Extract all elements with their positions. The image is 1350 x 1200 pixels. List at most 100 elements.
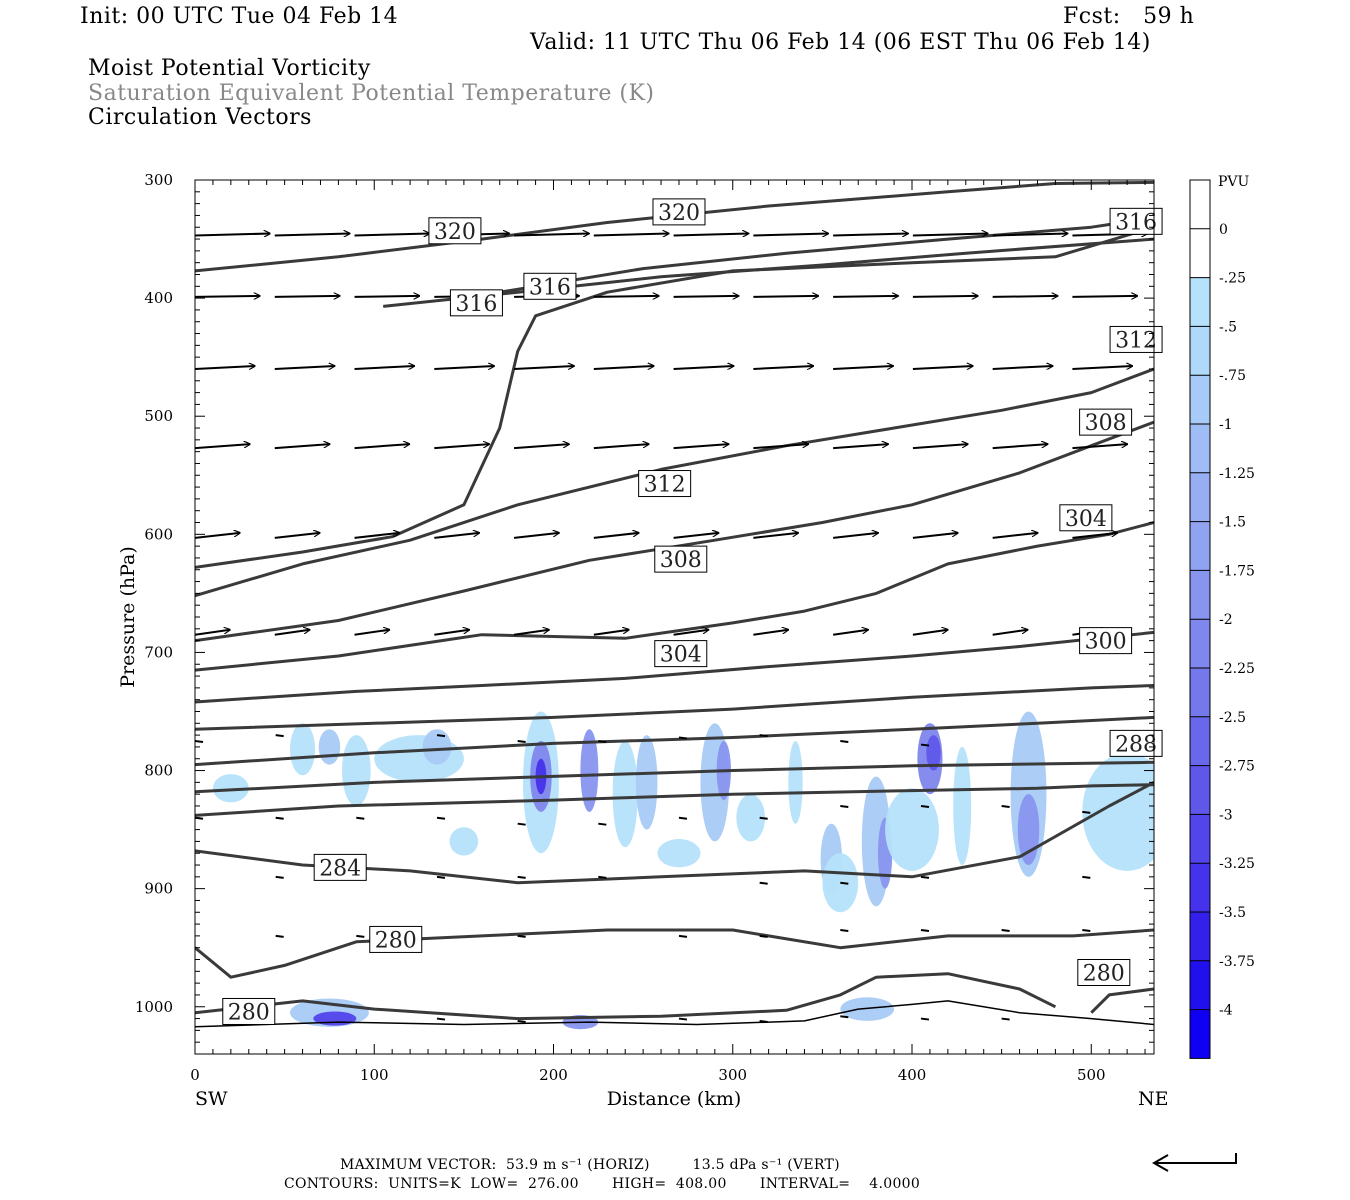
circulation-vector — [833, 533, 878, 539]
x-tick-label: 400 — [898, 1066, 927, 1084]
colorbar-swatch — [1190, 619, 1210, 668]
circulation-vector-small — [678, 1017, 688, 1021]
circulation-vector — [992, 296, 1058, 297]
circulation-vector — [833, 444, 888, 450]
contour-label: 280 — [1083, 962, 1125, 987]
theta-es-contour — [195, 367, 1154, 598]
circulation-vector — [753, 630, 788, 636]
contour-label: 316 — [455, 292, 497, 317]
colorbar-swatch — [1190, 277, 1210, 327]
reference-vector-arrow — [1151, 1153, 1237, 1172]
circulation-vector-small — [1082, 810, 1091, 814]
colorbar-swatch — [1190, 716, 1210, 766]
colorbar-label: -.75 — [1219, 368, 1246, 384]
circulation-vector-small — [759, 816, 768, 820]
colorbar: 0 -.25 -.5 -.75 -1 -1.25 -1.5 -1.75 -2 -2.25 -2.5 -… — [1189, 179, 1255, 1059]
contour-label-box — [1079, 408, 1133, 436]
circulation-vector — [753, 296, 818, 297]
contour-label: 304 — [1065, 507, 1107, 532]
circulation-vector — [673, 234, 749, 236]
circulation-vector-small — [920, 804, 930, 808]
colorbar-swatch — [1190, 472, 1210, 522]
pv-blob — [449, 827, 479, 856]
circulation-vector — [274, 533, 320, 539]
colorbar-swatch — [1190, 424, 1210, 473]
y-tick-label: 400 — [144, 289, 173, 307]
circulation-vector-small — [517, 740, 526, 744]
circulation-vector-small — [436, 816, 446, 820]
circulation-vector-small — [275, 875, 284, 879]
contour-label-box — [1109, 207, 1163, 235]
circulation-vector-small — [275, 934, 284, 938]
colorbar-label: -1.5 — [1219, 515, 1246, 531]
circulation-vector — [593, 366, 654, 370]
pv-blob — [341, 735, 371, 806]
circulation-vector-small — [920, 928, 930, 932]
circulation-vector — [912, 296, 978, 297]
colorbar-swatch — [1190, 668, 1210, 717]
circulation-vector — [673, 533, 719, 539]
contour-label: 288 — [1115, 732, 1157, 757]
colorbar-swatch — [1190, 765, 1210, 815]
colorbar-label: -2.5 — [1219, 710, 1246, 726]
colorbar-swatch — [1190, 912, 1210, 961]
contour-label: 300 — [1085, 630, 1127, 655]
circulation-vector — [833, 296, 898, 297]
x-tick-label: 0 — [190, 1066, 200, 1084]
circulation-vector — [195, 366, 255, 370]
contour-label: 284 — [319, 856, 361, 881]
contour-label-box — [449, 289, 503, 317]
y-axis-label: Pressure (hPa) — [117, 546, 139, 688]
axis-tick-labels: 0 100 200 300 400 500 300 400 500 600 700 800 900 100… — [135, 171, 1106, 1084]
contour-label-box — [654, 545, 708, 573]
theta-es-contour — [195, 684, 1154, 731]
contour-label: 308 — [660, 548, 702, 573]
circulation-vector-small — [678, 934, 688, 938]
circulation-vector-small — [1001, 1017, 1010, 1021]
circulation-vector-small — [356, 816, 365, 820]
circulation-vector-small — [1082, 875, 1091, 879]
contour-label-box — [1059, 504, 1113, 532]
circulation-vector-small — [678, 736, 688, 740]
circulation-vector — [593, 234, 669, 236]
circulation-vector — [195, 296, 260, 297]
y-tick-label: 300 — [144, 171, 173, 189]
colorbar-label: -2.75 — [1219, 759, 1255, 775]
circulation-vector-small — [275, 816, 284, 820]
colorbar-label: -.25 — [1219, 271, 1246, 287]
theta-es-contour — [499, 216, 1154, 294]
circulation-vector — [274, 296, 340, 297]
circulation-vector-small — [840, 804, 849, 808]
circulation-vector — [912, 234, 988, 236]
pv-blob — [612, 741, 638, 848]
theta-es-contour — [195, 715, 1154, 767]
theta-es-contour — [195, 783, 1154, 817]
colorbar-swatch — [1190, 521, 1210, 571]
contour-label: 320 — [658, 201, 700, 226]
contour-label-box — [313, 853, 367, 881]
pv-blob — [212, 774, 249, 803]
circulation-vector — [912, 533, 958, 539]
circulation-vector-small — [275, 734, 284, 738]
circulation-vector-small — [678, 816, 688, 820]
circulation-vector — [673, 366, 734, 370]
y-tick-label: 1000 — [135, 998, 173, 1016]
circulation-vector — [195, 533, 240, 539]
colorbar-label: -2.25 — [1219, 661, 1255, 677]
field-title-theta-es: Saturation Equivalent Potential Temperat… — [88, 81, 655, 106]
x-end-label-left: SW — [195, 1088, 228, 1110]
circulation-vector-small — [517, 822, 526, 826]
colorbar-label: 0 — [1219, 222, 1228, 238]
circulation-vector-small — [840, 928, 849, 932]
colorbar-swatch — [1190, 375, 1210, 424]
circulation-vector — [673, 444, 729, 450]
circulation-vector — [992, 234, 1068, 236]
circulation-vector-small — [1001, 928, 1010, 932]
pv-blob — [313, 1011, 357, 1026]
circulation-vector-small — [759, 881, 768, 885]
theta-es-contours — [195, 180, 1154, 1028]
y-tick-label: 600 — [144, 525, 173, 543]
colorbar-label: -2 — [1219, 612, 1233, 628]
circulation-vector — [593, 444, 649, 450]
pv-blob — [840, 997, 895, 1021]
